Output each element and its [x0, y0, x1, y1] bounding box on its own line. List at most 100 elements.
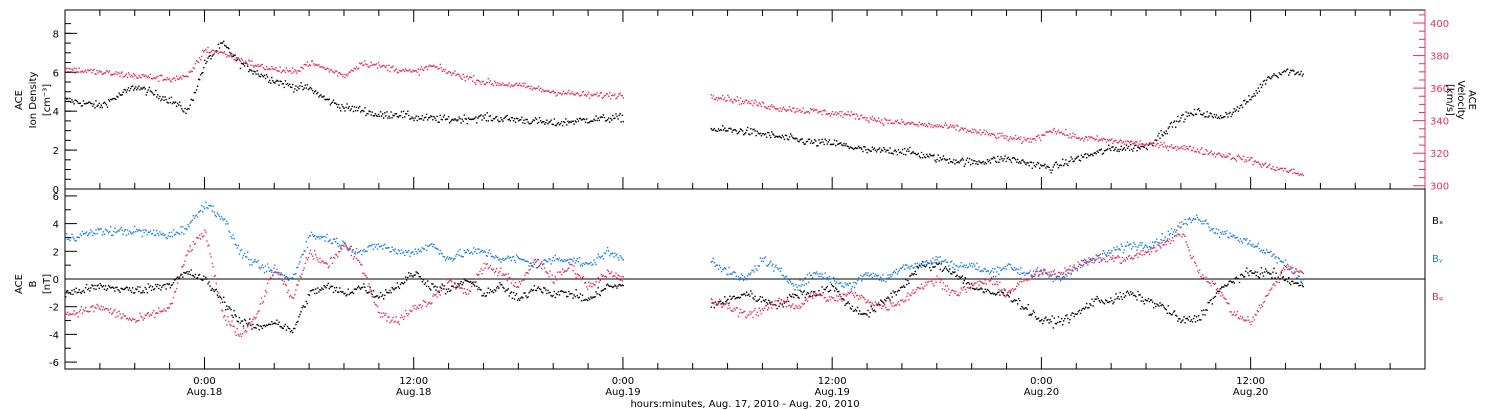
by-point: [107, 232, 110, 234]
by-point: [717, 268, 720, 270]
velocity-point: [543, 90, 545, 92]
density-point: [273, 81, 275, 84]
by-point: [720, 271, 723, 273]
velocity-point: [781, 108, 783, 110]
velocity-point: [1173, 147, 1176, 149]
by-point: [1077, 265, 1080, 268]
bz-point: [274, 264, 276, 266]
density-point: [944, 159, 947, 161]
bx-point: [485, 295, 487, 297]
velocity-point: [767, 107, 769, 109]
by-point: [934, 259, 936, 261]
velocity-point: [180, 76, 182, 78]
density-point: [1190, 112, 1193, 115]
density-point: [1252, 95, 1254, 97]
by-point: [493, 257, 496, 259]
bx-point: [977, 288, 979, 291]
velocity-point: [336, 70, 338, 72]
density-point: [480, 114, 482, 116]
by-point: [442, 255, 445, 258]
bz-point: [395, 316, 397, 318]
bx-point: [519, 299, 521, 301]
density-point: [235, 59, 237, 62]
velocity-point: [1233, 157, 1235, 160]
velocity-point: [1279, 167, 1281, 169]
by-point: [978, 266, 980, 268]
density-point: [608, 117, 610, 119]
density-point: [930, 154, 932, 157]
velocity-point: [161, 74, 163, 77]
velocity-point: [913, 123, 915, 125]
by-point: [303, 250, 305, 252]
bx-point: [193, 276, 196, 278]
density-point: [1055, 161, 1058, 163]
velocity-point: [507, 84, 509, 86]
by-point: [836, 281, 838, 283]
bx-point: [508, 295, 510, 297]
bx-point: [1107, 301, 1109, 303]
density-point: [1181, 114, 1183, 117]
bx-point: [1282, 276, 1285, 278]
density-point: [102, 102, 105, 104]
bz-point: [97, 305, 99, 307]
bx-point: [1009, 292, 1012, 294]
bx-point: [389, 289, 391, 292]
velocity-point: [515, 82, 518, 84]
by-point: [140, 230, 142, 232]
by-point: [1050, 275, 1052, 277]
bz-point: [82, 309, 85, 311]
velocity-point: [431, 65, 433, 67]
by-point: [519, 258, 521, 260]
density-point: [223, 40, 225, 43]
density-point: [387, 117, 389, 119]
density-point: [124, 89, 126, 91]
velocity-point: [1120, 139, 1122, 142]
velocity-point: [816, 109, 818, 111]
density-point: [243, 65, 246, 67]
by-point: [563, 260, 565, 263]
velocity-point: [83, 70, 86, 73]
bz-point: [66, 313, 68, 315]
bx-point: [350, 291, 352, 294]
by-point: [437, 248, 439, 251]
bz-point: [266, 282, 269, 285]
bx-point: [139, 286, 141, 288]
velocity-point: [149, 73, 152, 76]
bz-point: [99, 308, 101, 311]
velocity-point: [247, 64, 249, 66]
velocity-point: [972, 128, 974, 130]
density-point: [473, 118, 475, 120]
by-point: [317, 236, 319, 239]
bx-point: [1252, 272, 1254, 274]
density-point: [268, 81, 270, 83]
by-point: [1157, 241, 1159, 244]
density-point: [121, 93, 123, 96]
density-point: [240, 62, 243, 65]
density-point: [827, 141, 829, 143]
by-point: [360, 249, 362, 252]
bx-point: [1003, 294, 1005, 297]
density-point: [452, 118, 454, 121]
bx-point: [1087, 307, 1089, 309]
bx-point: [256, 323, 258, 326]
velocity-point: [1066, 134, 1068, 136]
bx-point: [513, 298, 516, 300]
density-point: [800, 138, 802, 140]
by-point: [319, 238, 321, 240]
by-point: [124, 229, 126, 231]
density-point: [249, 69, 251, 71]
density-point: [1251, 96, 1253, 98]
velocity-point: [604, 94, 607, 96]
bx-point: [937, 263, 939, 265]
density-point: [367, 113, 369, 115]
density-point: [201, 72, 203, 74]
velocity-point: [197, 61, 200, 64]
bx-point: [402, 283, 405, 285]
density-point: [1191, 113, 1194, 116]
density-point: [583, 118, 586, 121]
velocity-point: [344, 76, 346, 79]
by-point: [167, 235, 169, 237]
bz-point: [349, 246, 351, 248]
bx-point: [1123, 296, 1126, 298]
velocity-point: [1126, 140, 1129, 142]
